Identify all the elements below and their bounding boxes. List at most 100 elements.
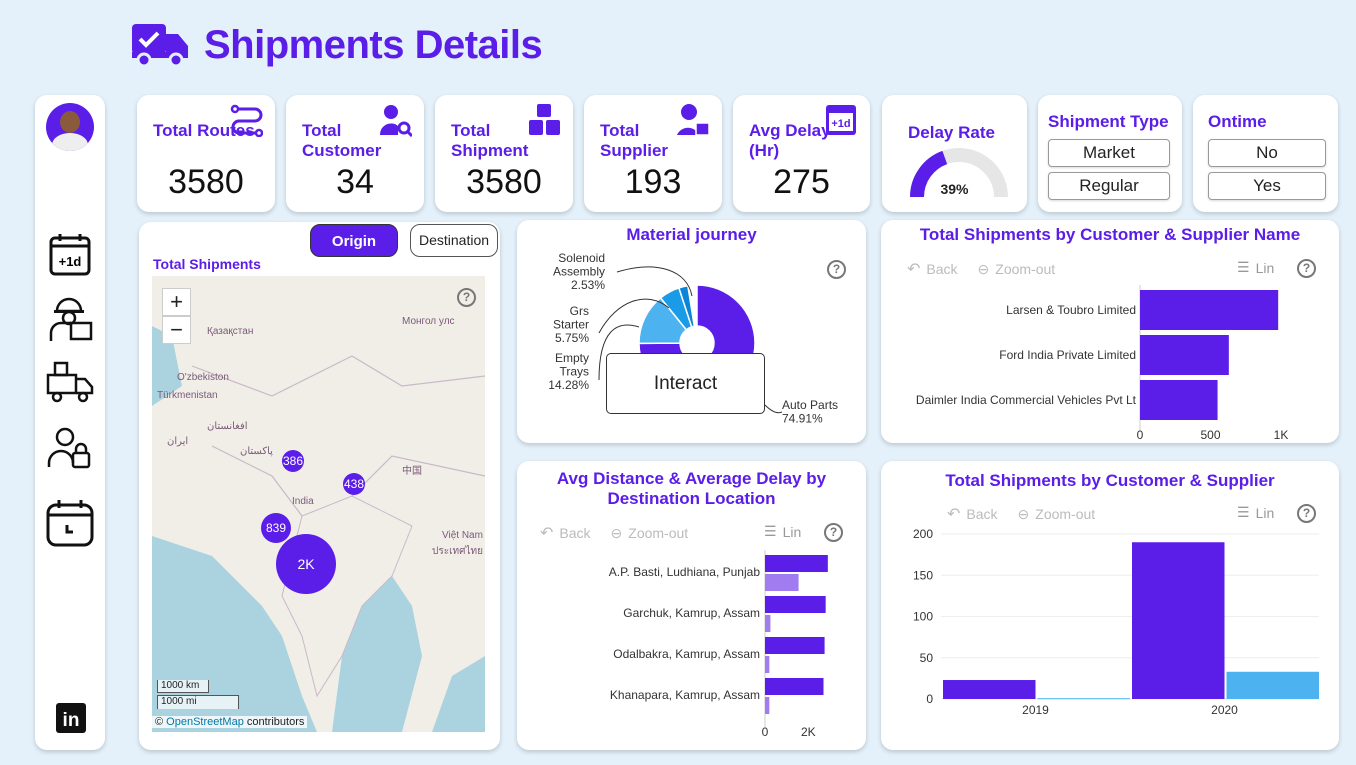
delay-rate-card: Delay Rate 39% <box>882 95 1027 212</box>
help-icon[interactable]: ? <box>457 288 476 307</box>
map-title: Total Shipments <box>153 256 261 272</box>
shipment-type-slicer: Shipment Type Market Regular <box>1038 95 1182 212</box>
map-place-label: Қазақстан <box>207 326 254 337</box>
bar[interactable] <box>765 574 799 591</box>
bar[interactable] <box>1140 380 1218 420</box>
donut-label: Grs Starter 5.75% <box>553 304 589 345</box>
avg-distance-card: Avg Distance & Average Delay by Destinat… <box>517 461 866 750</box>
chart-toolbar: ↶ Back ⊖ Zoom-out <box>540 523 688 543</box>
map-place-label: پاکستان <box>240 446 273 457</box>
help-icon[interactable]: ? <box>1297 504 1316 523</box>
map-cluster-bubble[interactable]: 2K <box>276 534 336 594</box>
zoom-in-button[interactable]: + <box>162 288 191 316</box>
donut-label: Solenoid Assembly 2.53% <box>553 251 605 292</box>
donut-slice[interactable] <box>677 284 696 328</box>
ontime-label: Ontime <box>1208 112 1267 131</box>
linkedin-icon[interactable]: in <box>56 703 86 733</box>
bar[interactable] <box>943 680 1036 699</box>
calendar-clock-icon[interactable] <box>45 497 95 547</box>
map-tab-destination[interactable]: Destination <box>410 224 498 257</box>
map-place-label: 中国 <box>402 466 422 477</box>
tick-label: 2K <box>801 725 816 739</box>
kpi-label: Total Shipment <box>451 121 529 160</box>
chart-title: Total Shipments by Customer & Supplier <box>945 471 1275 490</box>
avatar[interactable] <box>46 103 94 151</box>
back-button[interactable]: Back <box>559 525 591 541</box>
tick-label: 150 <box>913 568 933 582</box>
back-button[interactable]: Back <box>966 506 998 522</box>
bar[interactable] <box>765 656 770 673</box>
bar[interactable] <box>1140 335 1229 375</box>
bar[interactable] <box>765 637 825 654</box>
ontime-option[interactable]: Yes <box>1208 172 1326 200</box>
map-cluster-bubble[interactable]: 438 <box>343 473 365 495</box>
bar[interactable] <box>765 555 828 572</box>
ontime-option[interactable]: No <box>1208 139 1326 167</box>
kpi-label: Avg Delay (Hr) <box>749 121 831 160</box>
kpi-value: 3580 <box>466 163 542 201</box>
attribution-suffix: contributors <box>243 716 305 728</box>
help-icon[interactable]: ? <box>824 523 843 542</box>
bar[interactable] <box>765 615 771 632</box>
bar[interactable] <box>1226 671 1320 699</box>
kpi-card: Total Customer 34 <box>286 95 424 212</box>
map-card: Total Shipments + − ? Қазақстан Монгол ул… <box>139 222 500 750</box>
donut-label: Empty Trays 14.28% <box>548 351 589 392</box>
map-tab-origin[interactable]: Origin <box>310 224 398 257</box>
kpi-value: 34 <box>336 163 374 201</box>
back-button[interactable]: Back <box>926 261 958 277</box>
help-icon[interactable]: ? <box>1297 259 1316 278</box>
distance-bar-chart: A.P. Basti, Ludhiana, Punjab Garchuk, Kam… <box>609 550 828 739</box>
delay-rate-label: Delay Rate <box>908 123 995 142</box>
svg-text:+1d: +1d <box>59 254 82 269</box>
map-place-label: Türkmenistan <box>157 390 218 401</box>
page-title: Shipments Details <box>204 22 543 67</box>
truck-boxes-icon[interactable] <box>45 357 95 407</box>
delivery-truck-check-icon <box>132 24 188 68</box>
shipment-type-option[interactable]: Regular <box>1048 172 1170 200</box>
worker-icon[interactable] <box>45 293 95 343</box>
lin-button[interactable]: Lin <box>1255 504 1275 521</box>
boxes-icon <box>529 104 560 135</box>
category-label: 2019 <box>1022 703 1049 717</box>
svg-text:+1d: +1d <box>831 118 850 130</box>
user-lock-icon[interactable] <box>45 423 95 473</box>
zoom-out-button[interactable]: − <box>162 316 191 344</box>
calendar-plus-one-icon: +1d <box>826 105 856 135</box>
delay-rate-gauge <box>910 148 1008 198</box>
map-attribution: © OpenStreetMap contributors <box>152 716 308 728</box>
bar[interactable] <box>765 596 826 613</box>
map-cluster-bubble[interactable]: 839 <box>261 513 291 543</box>
shipment-type-option[interactable]: Market <box>1048 139 1170 167</box>
zoom-out-button[interactable]: Zoom-out <box>995 261 1056 277</box>
openstreetmap-link[interactable]: OpenStreetMap <box>166 716 244 728</box>
lin-button[interactable]: Lin <box>1255 259 1275 276</box>
category-label: Garchuk, Kamrup, Assam <box>623 606 760 620</box>
kpi-card: Total Supplier 193 <box>584 95 722 212</box>
bar[interactable] <box>765 678 824 695</box>
category-label: A.P. Basti, Ludhiana, Punjab <box>609 565 761 579</box>
bar[interactable] <box>1132 542 1225 699</box>
lin-button[interactable]: Lin <box>782 523 802 540</box>
scale-toggle[interactable]: ☰ Lin <box>1237 259 1274 276</box>
kpi-value: 193 <box>624 163 682 201</box>
bar[interactable] <box>1037 698 1131 700</box>
kpi-value: 275 <box>773 163 830 201</box>
delay-rate-value: 39% <box>940 181 969 197</box>
interact-overlay-button[interactable]: Interact <box>606 353 765 414</box>
category-label: Larsen & Toubro Limited <box>1006 303 1136 317</box>
map-cluster-bubble[interactable]: 386 <box>282 450 304 472</box>
bar[interactable] <box>1140 290 1279 330</box>
zoom-out-button[interactable]: Zoom-out <box>1035 506 1096 522</box>
help-icon[interactable]: ? <box>827 260 846 279</box>
user-search-icon <box>379 105 412 137</box>
scale-toggle[interactable]: ☰ Lin <box>1237 504 1274 521</box>
calendar-plus-one-icon[interactable]: +1d <box>45 230 95 280</box>
zoom-out-button[interactable]: Zoom-out <box>628 525 689 541</box>
shipment-type-label: Shipment Type <box>1048 112 1169 131</box>
kpi-value: 3580 <box>168 163 244 201</box>
bar[interactable] <box>765 697 770 714</box>
map-canvas[interactable]: + − ? Қазақстан Монгол улс O'zbekiston Türk… <box>152 276 485 732</box>
map-place-label: India <box>292 496 314 507</box>
scale-toggle[interactable]: ☰ Lin <box>764 523 801 540</box>
